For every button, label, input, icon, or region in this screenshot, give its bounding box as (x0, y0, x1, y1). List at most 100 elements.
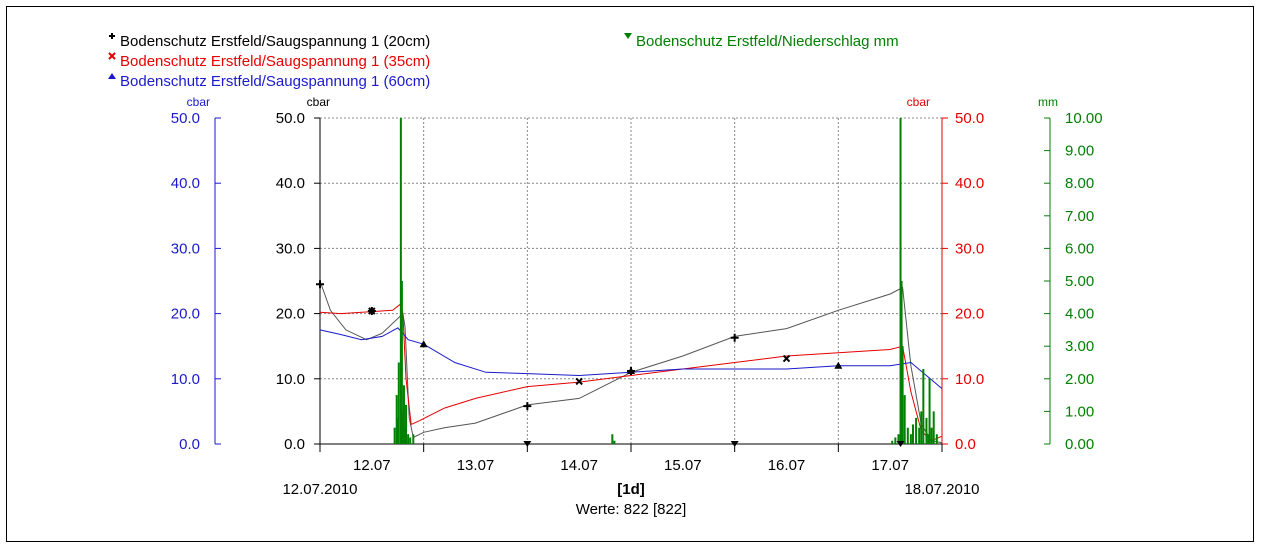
left_outer-tick-label: 10.0 (171, 371, 200, 388)
precipitation-marker (523, 441, 532, 447)
legend-label: Bodenschutz Erstfeld/Niederschlag mm (636, 33, 899, 50)
series-35cm-marker (575, 377, 583, 386)
precipitation-bar (613, 440, 616, 444)
precipitation-bar (409, 437, 412, 444)
right_inner-tick-label: 20.0 (955, 306, 984, 323)
precipitation-bar (927, 434, 930, 444)
right_outer-tick-label: 2.00 (1065, 371, 1094, 388)
right_outer-tick-label: 9.00 (1065, 143, 1094, 160)
right_inner-tick-label: 40.0 (955, 175, 984, 192)
precipitation-bar (396, 417, 399, 444)
legend-label: Bodenschutz Erstfeld/Saugspannung 1 (60c… (120, 73, 430, 90)
precipitation-bar (412, 434, 415, 444)
series-20cm-marker (730, 333, 739, 342)
precipitation-bar (400, 281, 403, 444)
precipitation-bar (922, 369, 925, 444)
series-60cm-marker (627, 366, 635, 374)
series-20cm-marker (523, 402, 532, 411)
precipitation-bar (932, 411, 935, 444)
right_outer-tick-label: 1.00 (1065, 403, 1094, 420)
left_inner-tick-label: 0.0 (284, 436, 305, 453)
right_inner-tick-label: 30.0 (955, 240, 984, 257)
precipitation-bar (897, 434, 900, 444)
left_outer-tick-label: 20.0 (171, 306, 200, 323)
right_outer-tick-label: 10.00 (1065, 110, 1103, 127)
x-end-label: 18.07.2010 (904, 481, 979, 498)
right_outer-tick-label: 5.00 (1065, 273, 1094, 290)
x-tick-label: 12.07 (353, 457, 391, 474)
left_outer-tick-label: 40.0 (171, 175, 200, 192)
series-35cm-marker (782, 354, 791, 363)
precipitation-bar (903, 395, 906, 444)
left_outer-tick-label: 30.0 (171, 240, 200, 257)
right_inner-unit-label: cbar (907, 95, 930, 109)
right_outer-tick-label: 6.00 (1065, 240, 1094, 257)
precipitation-bar (935, 434, 938, 444)
precipitation-bar (393, 427, 396, 444)
left_outer-tick-label: 50.0 (171, 110, 200, 127)
series-60cm-marker (834, 361, 843, 369)
series-line-1 (319, 302, 943, 442)
precipitation-bar (899, 118, 902, 444)
right_outer-tick-label: 7.00 (1065, 208, 1094, 225)
left_inner-tick-label: 10.0 (276, 371, 305, 388)
precipitation-bar (399, 118, 402, 444)
precipitation-bar (915, 417, 918, 444)
precipitation-bar (407, 434, 410, 444)
precipitation-bar (397, 362, 400, 444)
left_inner-tick-label: 20.0 (276, 306, 305, 323)
right_outer-tick-label: 0.00 (1065, 436, 1094, 453)
precipitation-bar (402, 385, 405, 444)
precipitation-bar (930, 427, 933, 444)
legend-marker (109, 33, 115, 39)
series-20cm-marker (316, 280, 324, 289)
left_inner-tick-label: 50.0 (276, 110, 305, 127)
precipitation-bar (611, 434, 614, 444)
series-60cm-marker (419, 340, 428, 348)
precipitation-marker (730, 441, 739, 447)
x-count-label: Werte: 822 [822] (576, 501, 687, 518)
right_inner-tick-label: 50.0 (955, 110, 984, 127)
right_outer-tick-label: 8.00 (1065, 175, 1094, 192)
legend-marker (108, 52, 116, 60)
x-tick-label: 13.07 (457, 457, 495, 474)
precipitation-bar (401, 411, 404, 444)
precipitation-bar (911, 424, 914, 444)
x-start-label: 12.07.2010 (282, 481, 357, 498)
left_outer-unit-label: cbar (187, 95, 210, 109)
right_outer-unit-label: mm (1038, 95, 1058, 109)
right_outer-tick-label: 3.00 (1065, 338, 1094, 355)
left_inner-tick-label: 30.0 (276, 240, 305, 257)
chart-frame (6, 6, 1254, 542)
left_inner-unit-label: cbar (307, 95, 330, 109)
series-line-2 (319, 327, 943, 389)
precipitation-marker (896, 441, 905, 447)
precipitation-bar (891, 440, 894, 444)
precipitation-bar (925, 417, 928, 444)
x-tick-label: 16.07 (768, 457, 806, 474)
right_inner-tick-label: 10.0 (955, 371, 984, 388)
legend-marker (624, 33, 632, 39)
right_outer-tick-label: 4.00 (1065, 306, 1094, 323)
precipitation-bar (404, 427, 407, 444)
precipitation-bar (900, 281, 903, 444)
x-tick-label: 15.07 (664, 457, 702, 474)
precipitation-bar (906, 427, 909, 444)
precipitation-bar (918, 427, 921, 444)
precipitation-bar (928, 378, 931, 444)
right_inner-tick-label: 0.0 (955, 436, 976, 453)
x-interval-label: [1d] (617, 481, 645, 498)
left_outer-tick-label: 0.0 (179, 436, 200, 453)
series-35cm-marker (368, 307, 376, 315)
precipitation-bar (920, 411, 923, 444)
precipitation-bar (405, 404, 408, 444)
precipitation-bar (894, 437, 897, 444)
precipitation-bar (909, 434, 912, 444)
legend-label: Bodenschutz Erstfeld/Saugspannung 1 (20c… (120, 33, 430, 50)
x-tick-label: 14.07 (560, 457, 598, 474)
x-tick-label: 17.07 (871, 457, 909, 474)
precipitation-bar (901, 346, 904, 444)
left_inner-tick-label: 40.0 (276, 175, 305, 192)
precipitation-bar (395, 395, 398, 444)
